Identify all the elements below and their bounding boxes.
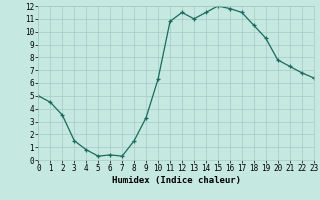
X-axis label: Humidex (Indice chaleur): Humidex (Indice chaleur) — [111, 176, 241, 185]
